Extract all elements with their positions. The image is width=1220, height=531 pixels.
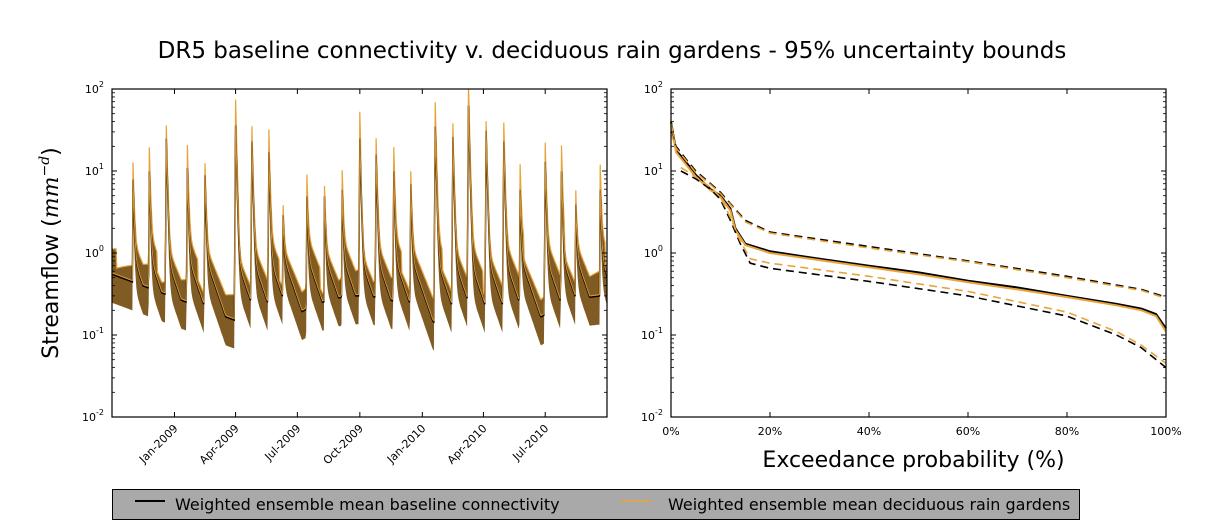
legend-label-baseline: Weighted ensemble mean baseline connecti…	[175, 495, 560, 514]
x-tick-label: 20%	[758, 425, 782, 438]
x-tick-label: Oct-2009	[321, 422, 366, 467]
right-plot: 10-2 10-1 100 101 102 0% 20% 40% 60% 80% 100% Excee…	[641, 80, 1182, 473]
rain-gardens-lower-bound-line	[680, 166, 1167, 365]
x-axis-label: Exceedance probability (%)	[762, 448, 1064, 473]
rain-gardens-upper-bound-line	[670, 132, 1167, 300]
x-tick-label: 60%	[956, 425, 980, 438]
x-tick-label: Apr-2010	[445, 422, 490, 467]
y-tick-label: 100	[85, 244, 104, 260]
y-tick-label: 10-2	[82, 408, 104, 424]
x-tick-label: Jul-2009	[262, 422, 304, 464]
y-tick-label: 101	[644, 162, 663, 178]
legend-swatch-rain-gardens	[621, 500, 651, 502]
legend-label-rain-gardens: Weighted ensemble mean deciduous rain ga…	[668, 495, 1071, 514]
chart-title: DR5 baseline connectivity v. deciduous r…	[158, 38, 1067, 64]
y-tick-label: 10-1	[82, 326, 104, 342]
left-plot: 10-2 10-1 100 101 102 Jan-2009 Apr-2009 Jul-200…	[37, 80, 608, 467]
y-axis-label: Streamflow (mm−d)	[37, 147, 64, 359]
x-tick-label: Jan-2010	[384, 422, 428, 466]
baseline-lower-bound-line	[680, 170, 1167, 369]
weighted-ensemble-mean-baseline-connectivity-line	[670, 121, 1167, 330]
y-tick-label: 101	[85, 162, 104, 178]
x-tick-label: Apr-2009	[197, 422, 242, 467]
y-tick-label: 102	[85, 80, 104, 96]
x-tick-label: 100%	[1150, 425, 1181, 438]
y-tick-label: 10-1	[641, 326, 663, 342]
legend-swatch-baseline	[135, 500, 165, 502]
right-plot-bg	[671, 89, 1166, 417]
x-tick-label: Jan-2009	[136, 422, 180, 466]
rain-gardens-mean-line	[112, 104, 607, 322]
x-tick-label: Jul-2010	[509, 422, 551, 464]
x-tick-label: 0%	[662, 425, 679, 438]
left-plot-area	[112, 89, 607, 351]
x-tick-label: 40%	[857, 425, 881, 438]
y-tick-label: 10-2	[641, 408, 663, 424]
y-tick-label: 102	[644, 80, 663, 96]
y-tick-label: 100	[644, 244, 663, 260]
legend: Weighted ensemble mean baseline connecti…	[112, 489, 1080, 520]
x-tick-label: 80%	[1055, 425, 1079, 438]
